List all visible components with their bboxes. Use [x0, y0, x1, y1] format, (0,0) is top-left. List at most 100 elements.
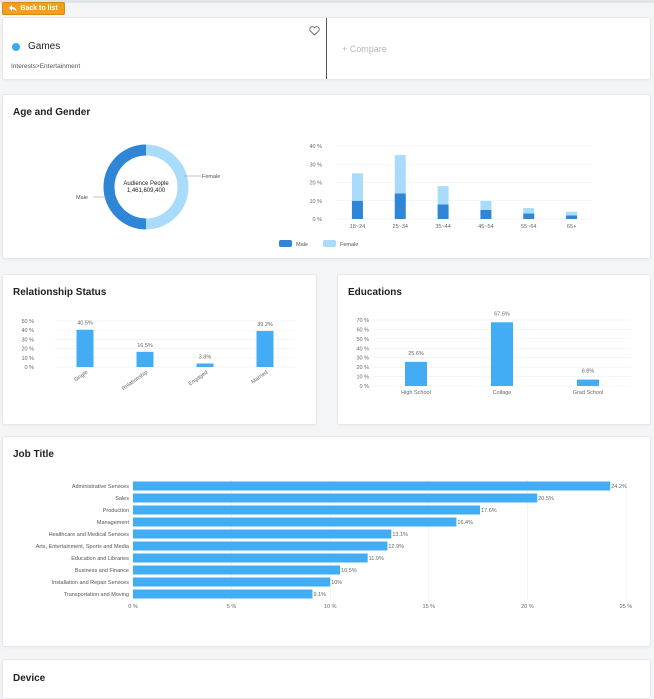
job-bar — [133, 493, 538, 503]
job-bar — [133, 541, 388, 551]
edu-bar — [405, 361, 427, 386]
age-x-tick-label: 25~34 — [393, 224, 408, 230]
relationship-title: Relationship Status — [13, 287, 107, 298]
job-value-label: 20.5% — [538, 496, 554, 502]
rel-y-tick-label: 30 % — [21, 337, 34, 343]
job-bar — [133, 481, 611, 491]
rel-y-tick-label: 40 % — [21, 328, 34, 334]
education-svg: 0 % 10 % 20 % 30 % 40 % 50 % 60 % 70 % 25.6% High… — [356, 311, 631, 396]
job-title-title: Job Title — [13, 449, 54, 460]
device-title: Device — [13, 673, 46, 684]
job-category-label: Production — [103, 508, 129, 514]
job-x-tick-label: 5 % — [227, 604, 237, 610]
job-value-label: 12.9% — [388, 544, 404, 550]
rel-bar — [76, 329, 94, 367]
donut-center-value: 1,461,609,400 — [127, 188, 166, 194]
age-bar-female — [394, 155, 406, 194]
age-bar-male — [523, 213, 535, 219]
job-title-bar-chart: 0 % 5 % 10 % 15 % 20 % 25 % Administrative Ser… — [36, 480, 633, 610]
job-bar — [133, 577, 331, 587]
job-category-label: Business and Finance — [75, 568, 129, 574]
rel-x-tick-label: Single — [73, 370, 89, 384]
legend-male-swatch — [279, 240, 292, 247]
gender-donut: Audience People 1,461,609,400 Male Femal… — [76, 144, 220, 230]
age-bar-male — [566, 215, 578, 219]
job-value-label: 9.1% — [313, 592, 326, 598]
age-bar-male — [480, 209, 492, 219]
age-bar-male — [437, 204, 449, 219]
rel-x-tick-label: Married — [250, 370, 269, 386]
edu-bar — [577, 379, 599, 386]
rel-value-label: 3.8% — [199, 355, 212, 361]
relationship-card: Relationship Status 0 % 10 % 20 % 30 % 40 % 5… — [2, 274, 317, 425]
edu-x-tick-label: High School — [401, 390, 431, 396]
rel-y-tick-label: 20 % — [21, 347, 34, 353]
rel-y-tick-label: 10 % — [21, 356, 34, 362]
relationship-bar-chart: 0 % 10 % 20 % 30 % 40 % 50 % 40.5% Single 16.5% R… — [21, 319, 295, 392]
job-bar — [133, 517, 457, 527]
donut-center-title: Audience People — [123, 181, 169, 187]
age-x-tick-label: 45~54 — [478, 224, 493, 230]
job-value-label: 13.1% — [392, 532, 408, 538]
age-y-tick-label: 40 % — [309, 144, 322, 150]
rel-x-tick-label: Engaged — [188, 370, 209, 388]
job-value-label: 10.5% — [341, 568, 357, 574]
job-x-tick-label: 10 % — [324, 604, 337, 610]
education-card: Educations 0 % 10 % 20 % 30 % 40 % 50 % 60 % 70… — [337, 274, 651, 425]
donut-male-arc — [103, 144, 147, 230]
rel-value-label: 40.5% — [77, 321, 93, 327]
job-category-label: Administrative Services — [72, 484, 129, 490]
back-arrow-icon — [9, 5, 18, 12]
age-x-tick-label: 18~24 — [350, 224, 365, 230]
back-to-list-label: Back to list — [20, 5, 58, 12]
job-x-tick-label: 20 % — [521, 604, 534, 610]
job-value-label: 11.9% — [369, 556, 384, 562]
job-x-tick-label: 25 % — [620, 604, 633, 610]
edu-bar — [491, 322, 513, 386]
relationship-svg: 0 % 10 % 20 % 30 % 40 % 50 % 40.5% Single 16.5% R… — [21, 319, 295, 392]
job-category-label: Arts, Entertainment, Sports and Media — [36, 544, 130, 550]
rel-y-tick-label: 50 % — [21, 319, 34, 325]
top-divider — [0, 0, 654, 3]
donut-male-label: Male — [76, 195, 88, 201]
rel-y-tick-label: 0 % — [25, 365, 35, 371]
donut-female-label: Female — [202, 174, 220, 180]
age-bar-female — [351, 173, 363, 201]
heart-icon[interactable] — [309, 26, 320, 36]
age-y-tick-label: 10 % — [309, 199, 322, 205]
compare-divider — [326, 18, 327, 79]
job-title-svg: 0 % 5 % 10 % 15 % 20 % 25 % Administrative Ser… — [36, 480, 633, 610]
job-category-label: Transportation and Moving — [64, 592, 129, 598]
interest-name: Games — [28, 41, 61, 52]
education-bar-chart: 0 % 10 % 20 % 30 % 40 % 50 % 60 % 70 % 25.6% High… — [356, 311, 631, 396]
job-bar — [133, 505, 481, 515]
job-value-label: 10% — [331, 580, 342, 586]
job-x-tick-label: 0 % — [128, 604, 138, 610]
job-bar — [133, 565, 341, 575]
rel-value-label: 39.2% — [257, 322, 273, 328]
rel-bar — [196, 363, 214, 367]
compare-button[interactable]: + Compare — [342, 44, 387, 54]
rel-bar — [256, 330, 274, 367]
job-value-label: 17.6% — [481, 508, 497, 514]
edu-value-label: 67.6% — [494, 311, 510, 317]
job-bar — [133, 529, 392, 539]
age-bar-male — [351, 200, 363, 219]
rel-value-label: 16.5% — [137, 343, 153, 349]
job-category-label: Management — [97, 520, 130, 526]
legend-female-swatch — [323, 240, 336, 247]
age-gender-svg: Audience People 1,461,609,400 Male Femal… — [76, 144, 593, 248]
job-value-label: 16.4% — [457, 520, 473, 526]
job-title-card: Job Title 0 % 5 % 10 % 15 % 20 % 25 % Administ… — [2, 436, 651, 647]
back-to-list-button[interactable]: Back to list — [2, 2, 65, 15]
edu-y-tick-label: 50 % — [356, 337, 369, 343]
age-bar-chart: 0 % 10 % 20 % 30 % 40 % 18~24 25~34 35~44 45~54 5… — [279, 144, 593, 248]
interest-category: Interests>Entertainment — [11, 63, 81, 70]
age-x-tick-label: 55~64 — [521, 224, 536, 230]
age-bar-female — [523, 208, 535, 214]
edu-y-tick-label: 70 % — [356, 318, 369, 324]
age-y-tick-label: 30 % — [309, 162, 322, 168]
legend-male-label: Male — [296, 242, 308, 248]
edu-y-tick-label: 60 % — [356, 327, 369, 333]
rel-bar — [136, 351, 154, 367]
